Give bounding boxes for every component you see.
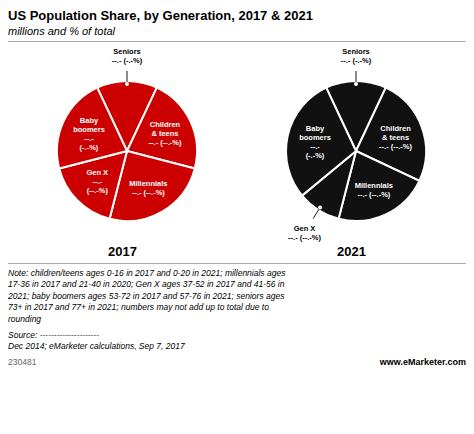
svg-text:Gen X--.-(--.-%): Gen X--.-(--.-%) <box>86 167 108 194</box>
html-text:2021: 2021 <box>337 244 366 259</box>
svg-text:Millennials--.- (--.-%): Millennials--.- (--.-%) <box>355 180 393 198</box>
svg-text:Babyboomers--.-(-.-%): Babyboomers--.-(-.-%) <box>299 124 331 160</box>
svg-text:Children& teens--.- (--.-%): Children& teens--.- (--.-%) <box>379 123 412 150</box>
html-text:Dec 2014; eMarketer calculatio: Dec 2014; eMarketer calculations, Sep 7,… <box>8 341 185 352</box>
svg-text:Seniors--.- (-.-%): Seniors--.- (-.-%) <box>112 46 143 64</box>
html-text:2017: 2017 <box>108 244 137 259</box>
svg-text:Gen X--.- (--.-%): Gen X--.- (--.-%) <box>288 223 321 241</box>
svg-text:Millennials--.- (--.-%): Millennials--.- (--.-%) <box>129 178 167 196</box>
html-text:Note: children/teens ages 0-16: Note: children/teens ages 0-16 in 2017 a… <box>8 268 286 324</box>
html-text:Source: ---------------------: Source: --------------------- <box>8 330 100 341</box>
svg-text:Babyboomers--.-(-.-%): Babyboomers--.-(-.-%) <box>73 115 105 151</box>
svg-text:Children& teens--.- (--.-%): Children& teens--.- (--.-%) <box>149 120 182 147</box>
html-text:230481: 230481 <box>8 357 37 368</box>
html-text:www.eMarketer.com: www.eMarketer.com <box>379 357 466 368</box>
html-text:US Population Share, by Genera: US Population Share, by Generation, 2017… <box>8 8 313 23</box>
html-text:millions and % of total: millions and % of total <box>8 25 115 37</box>
svg-text:Seniors--.- (-.-%): Seniors--.- (-.-%) <box>341 46 372 64</box>
